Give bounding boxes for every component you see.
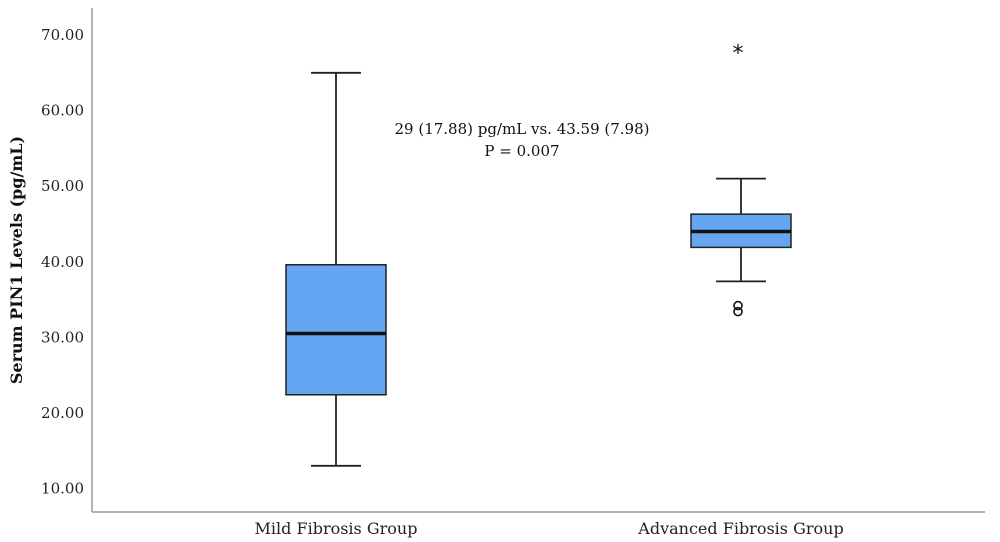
x-axis-labels: Mild Fibrosis Group Advanced Fibrosis Gro… xyxy=(255,519,844,538)
y-tick-label: 70.00 xyxy=(41,26,84,44)
axes xyxy=(91,8,985,513)
x-category-label: Advanced Fibrosis Group xyxy=(637,519,843,538)
y-axis-ticks: 10.00 20.00 30.00 40.00 50.00 60.00 70.00 xyxy=(41,26,84,498)
y-axis-title: Serum PIN1 Levels (pg/mL) xyxy=(7,136,26,384)
x-category-label: Mild Fibrosis Group xyxy=(255,519,418,538)
y-tick-label: 20.00 xyxy=(41,404,84,422)
box-series: * xyxy=(285,42,792,467)
y-tick-label: 60.00 xyxy=(41,102,84,120)
outlier-point xyxy=(733,300,743,311)
box-group xyxy=(285,71,387,467)
iqr-box xyxy=(285,264,387,396)
annotation-line-1: 29 (17.88) pg/mL vs. 43.59 (7.98) xyxy=(395,120,650,138)
outlier-point xyxy=(733,306,743,317)
y-tick-label: 50.00 xyxy=(41,177,84,195)
y-tick-label: 10.00 xyxy=(41,480,84,498)
box-group: * xyxy=(690,42,792,317)
extreme-point: * xyxy=(733,42,744,67)
annotation-line-2: P = 0.007 xyxy=(484,142,559,160)
y-tick-label: 30.00 xyxy=(41,328,84,346)
y-tick-label: 40.00 xyxy=(41,253,84,271)
